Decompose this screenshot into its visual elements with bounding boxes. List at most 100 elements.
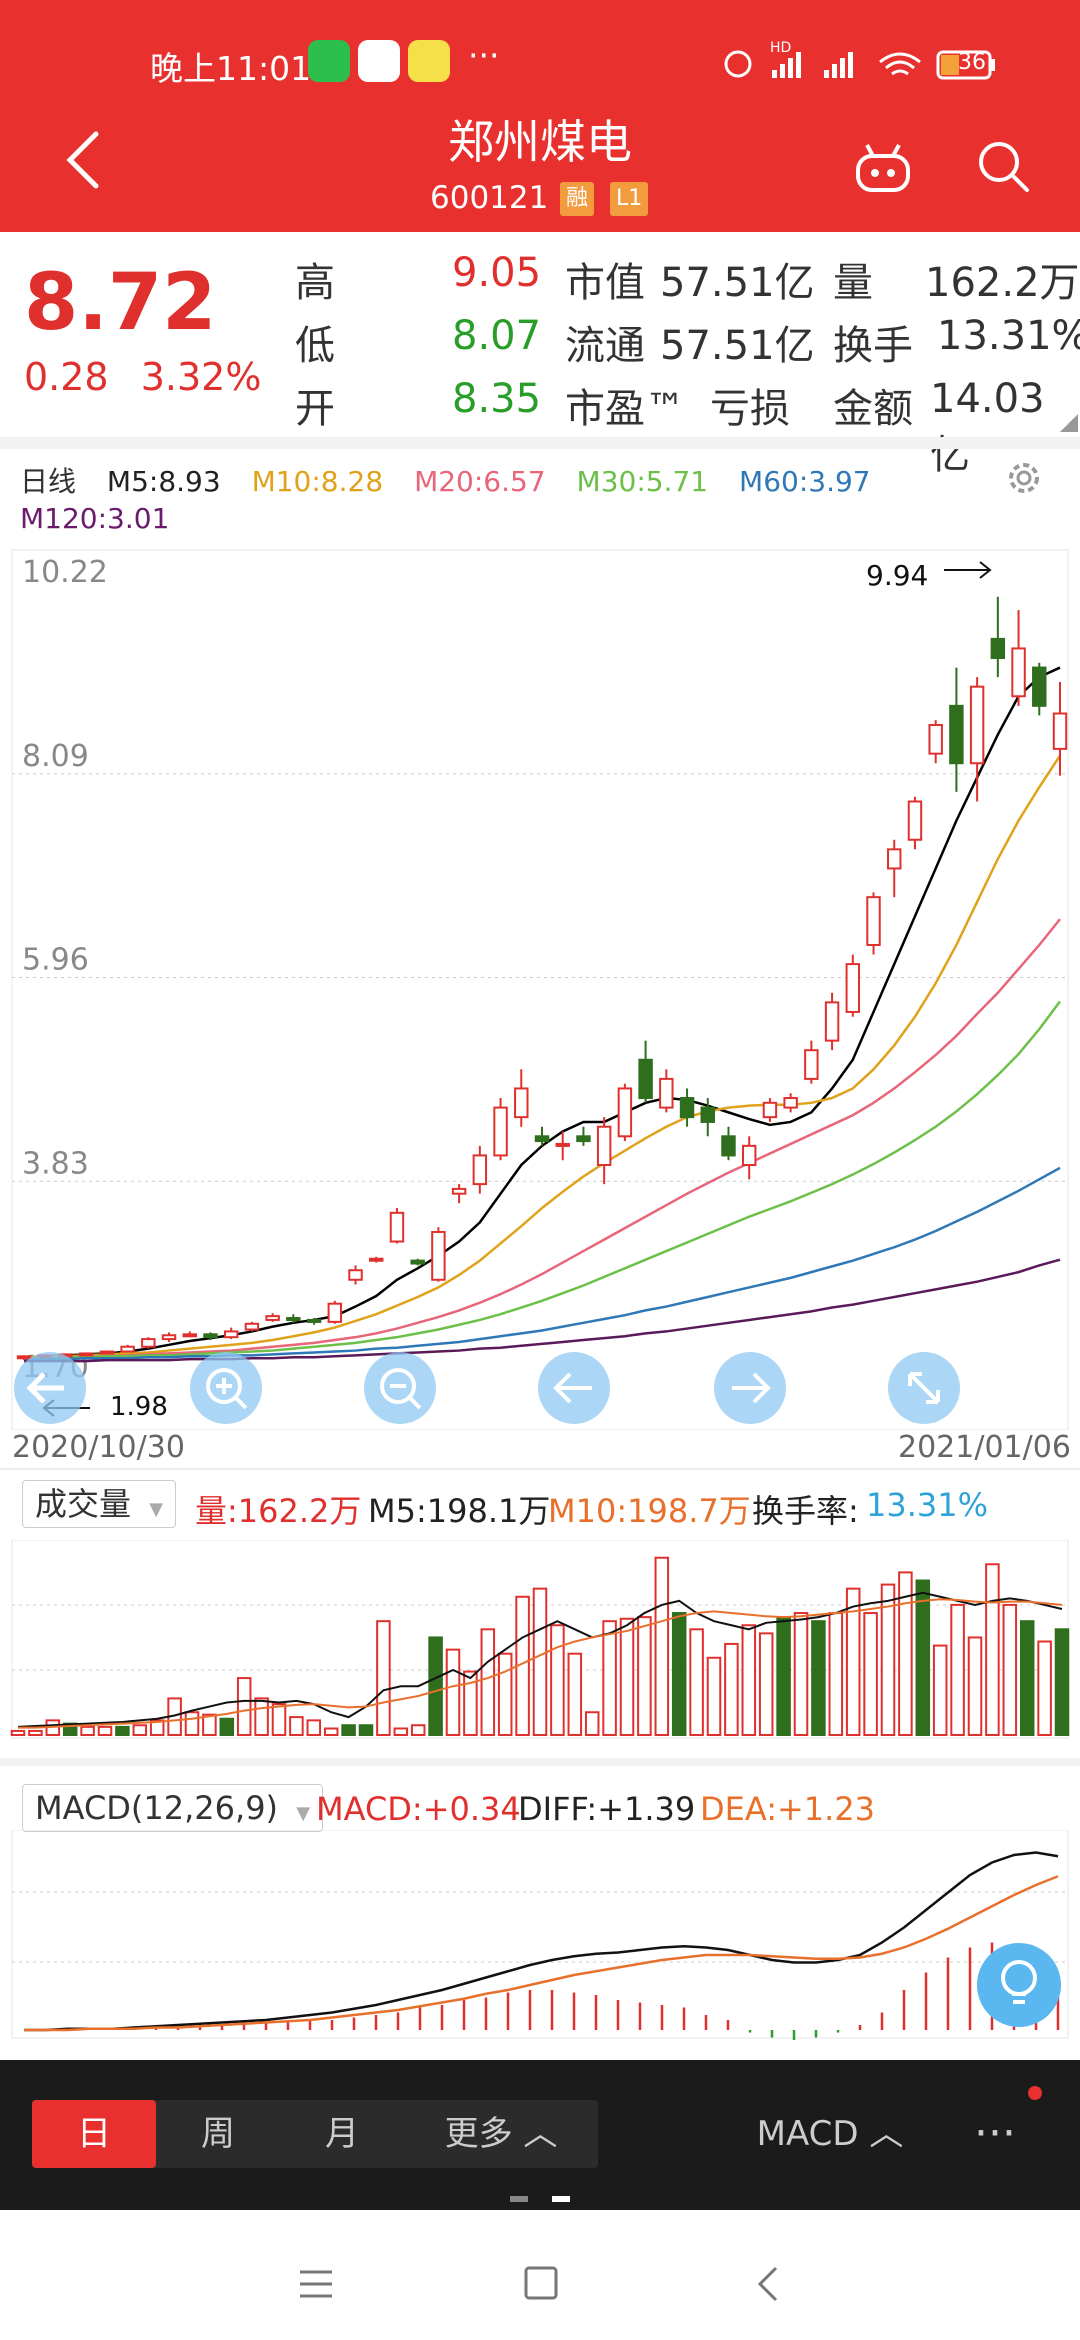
low-label: 低: [295, 323, 335, 369]
volume-m10: M10:198.7万: [548, 1492, 751, 1530]
candle-body: [431, 1230, 446, 1281]
indicator-selector[interactable]: MACD ︿: [756, 2114, 904, 2154]
scroll-right-icon[interactable]: [712, 1350, 788, 1426]
ma-line-m5: [23, 666, 1061, 1359]
tab-week[interactable]: 周: [201, 2114, 235, 2154]
volume-bar: [323, 1727, 339, 1736]
volume-bar: [480, 1628, 496, 1736]
candle-body: [659, 1077, 674, 1109]
back-icon[interactable]: [756, 2266, 780, 2302]
volume-bar: [132, 1724, 148, 1737]
float-cap-label: 流通: [565, 323, 645, 369]
menu-icon[interactable]: [298, 2268, 334, 2300]
status-bar: 晚上11:01 ··· 36 HD: [0, 0, 1080, 120]
volume-bar: [584, 1711, 600, 1737]
volume-dropdown[interactable]: 成交量 ▼: [22, 1480, 177, 1528]
volume-bar: [1037, 1640, 1052, 1736]
candle-body: [327, 1302, 343, 1323]
stock-code: 600121: [430, 180, 549, 216]
drag-left-icon[interactable]: [12, 1350, 88, 1426]
volume-value: 量:162.2万: [195, 1492, 362, 1530]
candle-body: [617, 1087, 633, 1138]
settings-gear-icon[interactable]: [1004, 458, 1044, 498]
candle-body: [969, 685, 985, 765]
chart-frame: [11, 1830, 1069, 2039]
candle-body: [451, 1187, 467, 1195]
status-time: 晚上11:01: [150, 49, 312, 88]
lightbulb-tips-icon[interactable]: [976, 1942, 1062, 2028]
search-icon[interactable]: [975, 138, 1031, 194]
volume-bar: [654, 1556, 670, 1737]
high-annotation: 9.94: [866, 559, 928, 592]
alarm-icon: [724, 50, 752, 78]
volume-bar: [219, 1717, 235, 1737]
volume-bar: [254, 1697, 269, 1736]
macd-chart[interactable]: [0, 1830, 1080, 2040]
ma30-label: M30:5.71: [576, 465, 709, 498]
volume-bar: [80, 1725, 95, 1737]
back-arrow-icon[interactable]: [62, 130, 102, 190]
ma-line-m120: [24, 1258, 1061, 1363]
volume-bar: [932, 1644, 948, 1736]
chart-frame: [11, 549, 1069, 1430]
robot-assistant-icon[interactable]: [855, 142, 911, 194]
volume-bar: [532, 1587, 548, 1736]
ma20-label: M20:6.57: [414, 465, 546, 498]
y-tick-label: 3.83: [22, 1146, 89, 1181]
zoom-out-icon[interactable]: [362, 1350, 438, 1426]
macd-dropdown[interactable]: MACD(12,26,9) ▼: [22, 1784, 324, 1832]
pe-label: 市盈™: [565, 386, 685, 432]
candle-body: [1052, 712, 1068, 750]
tab-more[interactable]: 更多 ︿: [444, 2114, 558, 2154]
volume-bar: [811, 1620, 826, 1736]
ma-line-m30: [24, 1000, 1062, 1360]
divider: [0, 437, 1080, 449]
price-change: 0.28 3.32%: [24, 355, 261, 399]
candle-body: [1011, 647, 1026, 698]
volume-bar: [550, 1624, 565, 1736]
candle-body: [845, 963, 861, 1013]
divider: [0, 1468, 1080, 1470]
candle-body: [286, 1317, 301, 1322]
candle-body: [949, 704, 964, 765]
chevron-down-icon: ▼: [149, 1499, 164, 1520]
app-header: 晚上11:01 ··· 36 HD 郑州煤电 600121 融 L1: [0, 0, 1080, 232]
volume-chart[interactable]: [0, 1540, 1080, 1740]
high-label: 高: [295, 260, 335, 306]
tab-day[interactable]: 日: [32, 2100, 156, 2168]
home-icon[interactable]: [524, 2266, 558, 2300]
volume-bar: [706, 1656, 722, 1736]
volume-value: 162.2万: [925, 260, 1080, 306]
volume-bar: [741, 1624, 757, 1736]
candlestick-chart[interactable]: 10.228.095.963.831.70 9.941.98: [0, 540, 1080, 1430]
expand-corner-icon[interactable]: [1060, 414, 1078, 432]
y-tick-label: 10.22: [22, 555, 108, 590]
low-value: 8.07: [452, 313, 542, 359]
ma-line-m60: [24, 1166, 1061, 1361]
volume-label: 量: [833, 260, 873, 306]
candle-body: [348, 1269, 363, 1281]
candle-body: [576, 1135, 591, 1143]
candle-body: [265, 1315, 280, 1321]
volume-bar: [341, 1724, 356, 1737]
volume-bar: [306, 1719, 322, 1737]
macd-value: MACD:+0.34: [316, 1790, 521, 1828]
candle-body: [161, 1334, 177, 1341]
candle-body: [555, 1142, 570, 1147]
scroll-left-icon[interactable]: [536, 1350, 612, 1426]
volume-bar: [863, 1612, 878, 1736]
status-icons: [724, 50, 995, 80]
page-indicator-dot-active: [552, 2196, 570, 2202]
volume-bar: [358, 1724, 374, 1737]
candle-body: [700, 1106, 715, 1123]
more-menu-button[interactable]: ···: [974, 2108, 1016, 2159]
candle-body: [824, 1001, 840, 1042]
diff-line: [24, 1851, 1059, 2032]
candle-body: [203, 1333, 218, 1339]
volume-bar: [602, 1620, 617, 1736]
level-tag: L1: [610, 182, 649, 216]
tab-month[interactable]: 月: [325, 2114, 359, 2154]
zoom-in-icon[interactable]: [188, 1350, 264, 1426]
candle-body: [244, 1322, 260, 1331]
fullscreen-icon[interactable]: [886, 1350, 962, 1426]
